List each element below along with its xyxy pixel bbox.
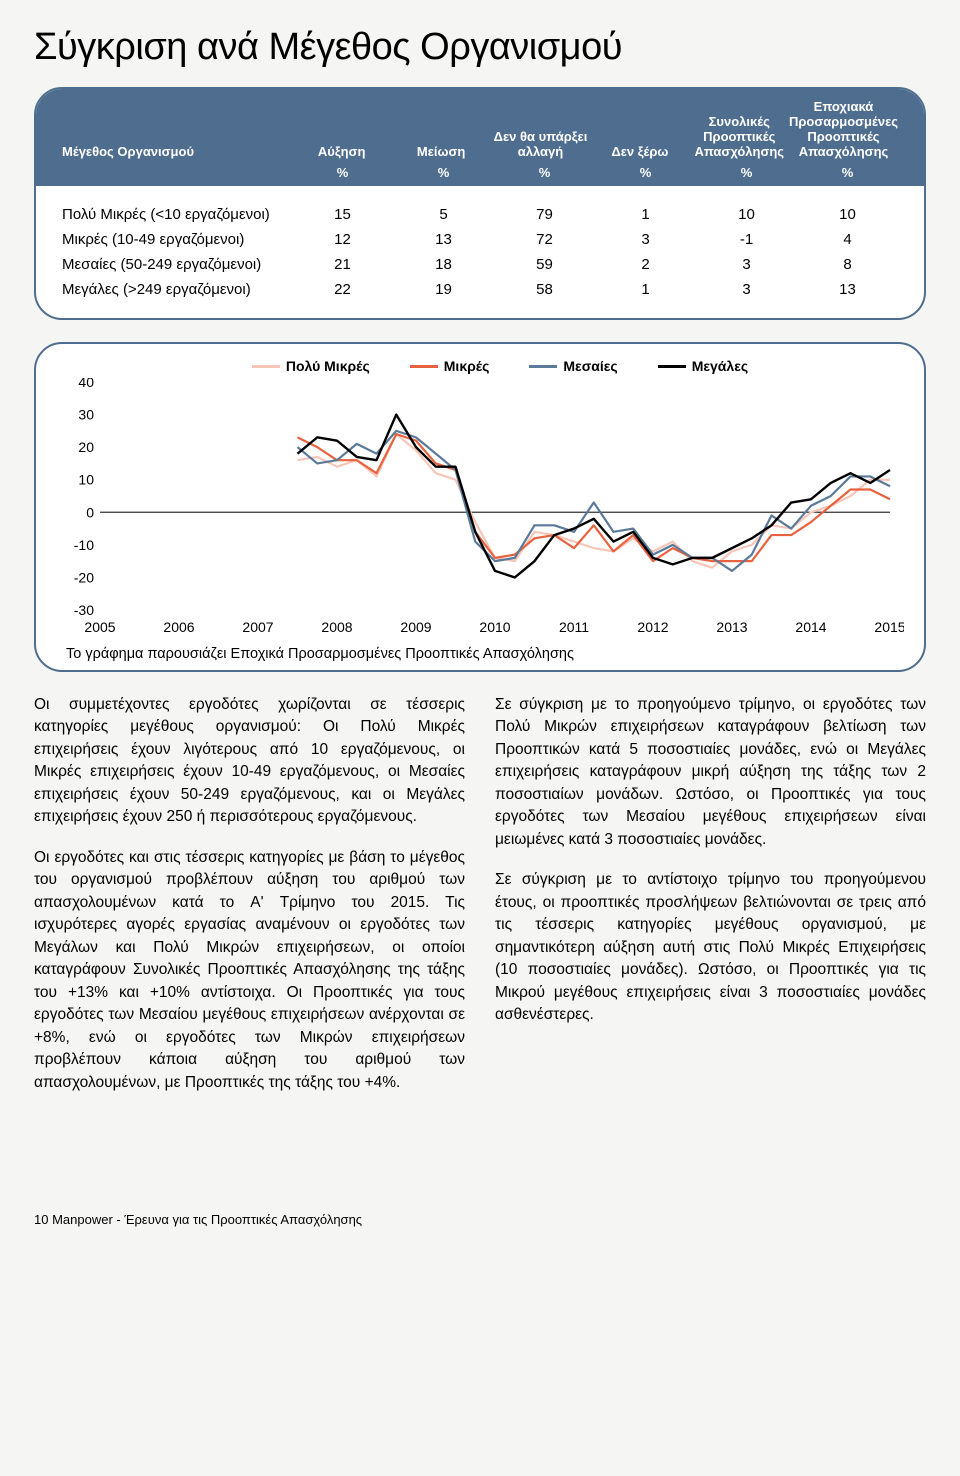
cell: 19 bbox=[393, 281, 494, 298]
legend-item: Πολύ Μικρές bbox=[252, 358, 370, 374]
svg-text:10: 10 bbox=[78, 472, 94, 488]
svg-text:2014: 2014 bbox=[795, 619, 826, 635]
cell: 10 bbox=[696, 206, 797, 223]
col-header: Δεν θα υπάρξει αλλαγή bbox=[491, 129, 590, 159]
cell: 1 bbox=[595, 206, 696, 223]
cell: 4 bbox=[797, 231, 898, 248]
cell: 5 bbox=[393, 206, 494, 223]
svg-text:2008: 2008 bbox=[321, 619, 352, 635]
chart-card: Πολύ Μικρές Μικρές Μεσαίες Μεγάλες 40 30 2… bbox=[34, 342, 926, 672]
svg-text:2011: 2011 bbox=[559, 619, 589, 635]
body-paragraph: Οι συμμετέχοντες εργοδότες χωρίζονται σε… bbox=[34, 694, 465, 829]
svg-text:2013: 2013 bbox=[716, 619, 747, 635]
line-chart: 403020100-10-20-302005200620072008200920… bbox=[56, 378, 904, 638]
cell: -1 bbox=[696, 231, 797, 248]
svg-text:-30: -30 bbox=[74, 602, 94, 618]
legend-item: Μεγάλες bbox=[658, 358, 748, 374]
cell: 79 bbox=[494, 206, 595, 223]
chart-legend: Πολύ Μικρές Μικρές Μεσαίες Μεγάλες bbox=[96, 358, 904, 374]
table-row: Μικρές (10-49 εργαζόμενοι)1213723-14 bbox=[62, 227, 898, 252]
unit: % bbox=[595, 165, 696, 180]
cell: 13 bbox=[393, 231, 494, 248]
legend-item: Μικρές bbox=[410, 358, 490, 374]
cell: 8 bbox=[797, 256, 898, 273]
cell: 3 bbox=[696, 281, 797, 298]
svg-text:2009: 2009 bbox=[400, 619, 431, 635]
unit: % bbox=[696, 165, 797, 180]
col-header: Μείωση bbox=[391, 144, 490, 159]
chart-caption: Το γράφημα παρουσιάζει Εποχικά Προσαρμοσ… bbox=[66, 646, 904, 662]
body-paragraph: Σε σύγκριση με το αντίστοιχο τρίμηνο του… bbox=[495, 869, 926, 1026]
row-label: Μεσαίες (50-249 εργαζόμενοι) bbox=[62, 256, 292, 273]
cell: 22 bbox=[292, 281, 393, 298]
table-row: Πολύ Μικρές (<10 εργαζόμενοι)1557911010 bbox=[62, 202, 898, 227]
unit: % bbox=[797, 165, 898, 180]
cell: 15 bbox=[292, 206, 393, 223]
svg-text:0: 0 bbox=[86, 504, 94, 520]
cell: 13 bbox=[797, 281, 898, 298]
col-header: Δεν ξέρω bbox=[590, 144, 689, 159]
data-table: Μέγεθος Οργανισμού Αύξηση Μείωση Δεν θα … bbox=[34, 87, 926, 320]
col-header: Εποχιακά Προσαρμοσμένες Προοπτικές Απασχ… bbox=[789, 99, 898, 159]
svg-text:2015: 2015 bbox=[874, 619, 904, 635]
page-title: Σύγκριση ανά Μέγεθος Οργανισμού bbox=[34, 26, 926, 69]
cell: 58 bbox=[494, 281, 595, 298]
svg-text:2010: 2010 bbox=[479, 619, 510, 635]
cell: 59 bbox=[494, 256, 595, 273]
svg-text:-10: -10 bbox=[74, 537, 94, 553]
svg-text:30: 30 bbox=[78, 407, 94, 423]
table-row: Μεγάλες (>249 εργαζόμενοι)2219581313 bbox=[62, 277, 898, 302]
row-label: Μεγάλες (>249 εργαζόμενοι) bbox=[62, 281, 292, 298]
svg-text:2005: 2005 bbox=[84, 619, 115, 635]
legend-item: Μεσαίες bbox=[529, 358, 617, 374]
svg-text:20: 20 bbox=[78, 439, 94, 455]
svg-text:-20: -20 bbox=[74, 569, 94, 585]
svg-text:2012: 2012 bbox=[637, 619, 668, 635]
cell: 10 bbox=[797, 206, 898, 223]
col-header: Συνολικές Προοπτικές Απασχόλησης bbox=[690, 114, 789, 159]
cell: 1 bbox=[595, 281, 696, 298]
svg-text:2006: 2006 bbox=[163, 619, 194, 635]
cell: 72 bbox=[494, 231, 595, 248]
cell: 3 bbox=[696, 256, 797, 273]
unit: % bbox=[494, 165, 595, 180]
cell: 21 bbox=[292, 256, 393, 273]
body-text: Οι συμμετέχοντες εργοδότες χωρίζονται σε… bbox=[34, 694, 926, 1112]
cell: 3 bbox=[595, 231, 696, 248]
unit: % bbox=[393, 165, 494, 180]
row-label: Πολύ Μικρές (<10 εργαζόμενοι) bbox=[62, 206, 292, 223]
table-row: Μεσαίες (50-249 εργαζόμενοι)211859238 bbox=[62, 252, 898, 277]
col-header: Μέγεθος Οργανισμού bbox=[62, 144, 292, 159]
svg-text:40: 40 bbox=[78, 378, 94, 390]
page-footer: 10 Manpower - Έρευνα για τις Προοπτικές … bbox=[34, 1212, 926, 1227]
cell: 12 bbox=[292, 231, 393, 248]
cell: 18 bbox=[393, 256, 494, 273]
col-header: Αύξηση bbox=[292, 144, 391, 159]
unit: % bbox=[292, 165, 393, 180]
svg-text:2007: 2007 bbox=[242, 619, 273, 635]
row-label: Μικρές (10-49 εργαζόμενοι) bbox=[62, 231, 292, 248]
body-paragraph: Οι εργοδότες και στις τέσσερις κατηγορίε… bbox=[34, 847, 465, 1094]
body-paragraph: Σε σύγκριση με το προηγούμενο τρίμηνο, ο… bbox=[495, 694, 926, 851]
cell: 2 bbox=[595, 256, 696, 273]
